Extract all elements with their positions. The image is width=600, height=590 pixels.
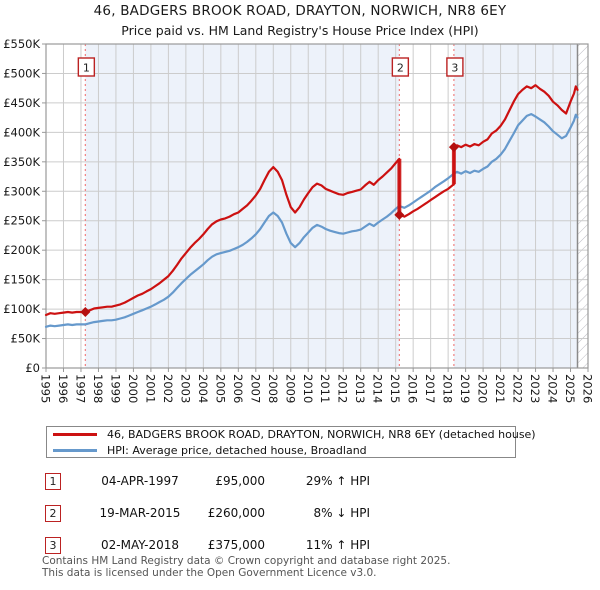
page-subtitle: Price paid vs. HM Land Registry's House … [121,23,479,38]
x-axis-label: 2019 [458,374,472,403]
table-row: 2 19-MAR-2015 £260,000 8% ↓ HPI [45,505,465,523]
x-axis-label: 2026 [581,374,595,403]
y-axis-label: £150K [3,273,40,287]
x-axis-label: 2020 [476,374,490,403]
sale-markers [80,142,459,318]
x-axis-label: 2024 [546,374,560,403]
footer-line-1: Contains HM Land Registry data © Crown c… [42,555,451,567]
table-row: 1 04-APR-1997 £95,000 29% ↑ HPI [45,473,465,491]
legend-row-hpi: HPI: Average price, detached house, Broa… [47,443,515,457]
y-axis-label: £400K [3,125,40,139]
legend-label-property: 46, BADGERS BROOK ROAD, DRAYTON, NORWICH… [107,427,536,441]
x-axis-label: 2016 [406,374,420,403]
price-history-chart: 1 2 3£0£50K£100K£150K£200K£250K£300K£350K£… [3,37,594,403]
y-axis-label: £300K [3,184,40,198]
property-line [44,84,579,317]
x-axis-label: 2015 [388,374,402,403]
x-axis-label: 2010 [301,374,315,403]
sale-vs-hpi: 11% ↑ HPI [305,538,370,552]
sale-marker-icon [394,209,405,220]
sale-date: 19-MAR-2015 [99,506,181,520]
x-axis-label: 2025 [563,374,577,403]
table-row: 3 02-MAY-2018 £375,000 11% ↑ HPI [45,537,465,555]
x-axis-label: 1997 [73,374,87,403]
y-axis-label: £200K [3,243,40,257]
legend-row-property: 46, BADGERS BROOK ROAD, DRAYTON, NORWICH… [47,427,536,441]
svg-text:3: 3 [451,62,458,75]
sale-price: £95,000 [215,474,265,488]
y-axis-label: £550K [3,37,40,51]
chart-legend: 46, BADGERS BROOK ROAD, DRAYTON, NORWICH… [46,426,536,458]
sale-number-badges: 1 2 3 [77,57,464,77]
x-axis-label: 2006 [231,374,245,403]
legend-label-hpi: HPI: Average price, detached house, Broa… [107,443,367,457]
sale-price: £260,000 [207,506,265,520]
y-axis-label: £500K [3,66,40,80]
x-axis-label: 2012 [336,374,350,403]
x-axis-label: 2017 [423,374,437,403]
y-axis-label: £350K [3,155,40,169]
sale-date: 02-MAY-2018 [100,538,179,552]
sale-marker-icon [448,142,459,153]
y-axis-label: £250K [3,214,40,228]
ownership-bands [85,44,578,368]
x-axis-label: 2002 [161,374,175,403]
x-axis-label: 2018 [441,374,455,403]
x-axis-label: 2014 [371,374,385,403]
sale-date: 04-APR-1997 [101,474,179,488]
x-axis-label: 2004 [196,374,210,403]
sale-vs-hpi: 29% ↑ HPI [305,474,370,488]
x-axis-label: 1995 [39,374,53,403]
x-axis-label: 2000 [126,374,140,403]
x-axis-label: 2022 [511,374,525,403]
x-axis-label: 1996 [56,374,70,403]
y-axis-label: £0 [25,361,40,375]
sale-price: £375,000 [207,538,265,552]
x-axis-label: 2001 [143,374,157,403]
sale-vs-hpi: 8% ↓ HPI [313,506,370,520]
x-axis-label: 1999 [108,374,122,403]
svg-text:2: 2 [397,62,404,75]
x-axis-label: 2013 [353,374,367,403]
x-axis-label: 2023 [528,374,542,403]
x-axis-label: 2009 [283,374,297,403]
x-axis-label: 2005 [213,374,227,403]
license-footer: Contains HM Land Registry data © Crown c… [42,555,582,579]
svg-text:1: 1 [83,62,90,75]
grid-lines [46,44,588,368]
property-line-swatch-icon [53,432,97,436]
x-axis-label: 2003 [178,374,192,403]
sale-number-badge: 3 [45,537,61,554]
sale-number-badge: 2 [45,505,61,522]
axis-ticks: £0 £50K £100K £150K £200K £250K £300K £350K £400… [3,37,594,403]
hpi-line [44,112,579,328]
sale-marker-icon [80,307,91,318]
x-axis-label: 2008 [266,374,280,403]
hpi-line-swatch-icon [53,448,97,452]
x-axis-label: 2011 [318,374,332,403]
y-axis-label: £100K [3,302,40,316]
x-axis-label: 2007 [248,374,262,403]
y-axis-label: £50K [11,332,41,346]
footer-line-2: This data is licensed under the Open Gov… [42,566,377,579]
x-axis-label: 1998 [91,374,105,403]
x-axis-label: 2021 [493,374,507,403]
future-region [577,44,588,368]
y-axis-label: £450K [3,96,40,110]
page-title: 46, BADGERS BROOK ROAD, DRAYTON, NORWICH… [93,3,507,19]
sale-number-badge: 1 [45,473,61,490]
